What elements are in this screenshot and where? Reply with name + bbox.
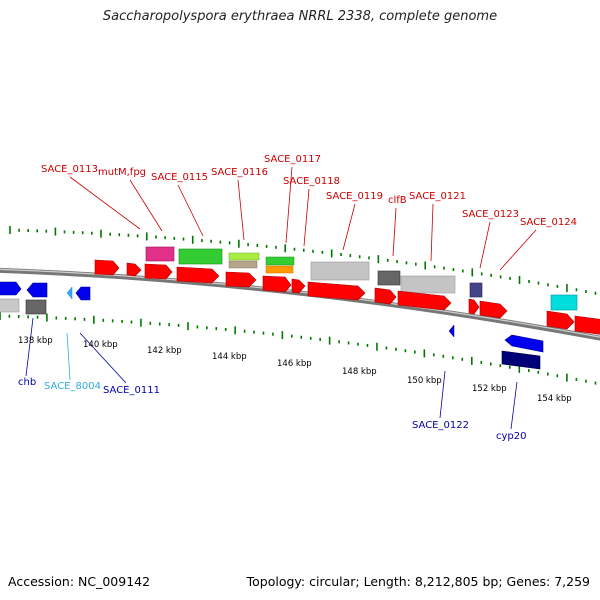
gene-clfb[interactable]	[377, 270, 401, 286]
gene-arrow-9[interactable]	[374, 287, 397, 305]
forward-strand-genes	[145, 246, 578, 311]
gene-sace-0121[interactable]	[400, 275, 456, 294]
gene-label-forward[interactable]: mutM,fpg	[98, 167, 146, 178]
outer-ruler	[9, 226, 597, 295]
gene-label-forward[interactable]: SACE_0113	[41, 164, 98, 175]
gene-label-reverse[interactable]: cyp20	[496, 431, 527, 442]
gene-sace-0117a[interactable]	[265, 256, 295, 266]
tick-label: 154 kbp	[537, 394, 572, 404]
tick-label: 146 kbp	[277, 359, 312, 369]
gene-rev-arrow-2[interactable]	[26, 282, 48, 298]
tick-label: 142 kbp	[147, 346, 182, 356]
callout-line-reverse	[66, 332, 71, 381]
callout-line-forward	[342, 203, 356, 251]
gene-arrow-11[interactable]	[468, 298, 480, 315]
gene-label-forward[interactable]: SACE_0117	[264, 154, 321, 165]
gene-arrow-13[interactable]	[546, 310, 575, 330]
gene-label-forward[interactable]: SACE_0121	[409, 191, 466, 202]
gene-arrow-1[interactable]	[94, 259, 120, 276]
gene-rev-box-1[interactable]	[0, 298, 20, 313]
gene-sace-0123[interactable]	[469, 282, 483, 298]
reverse-strand-genes	[0, 281, 544, 370]
gene-sace-0122b-arrow[interactable]	[504, 334, 544, 353]
callout-line-forward	[499, 229, 537, 271]
gene-sace-0125[interactable]	[550, 294, 578, 311]
gene-sace-0116a[interactable]	[228, 252, 260, 261]
gene-label-forward[interactable]: SACE_0115	[151, 172, 208, 183]
tick-label: 148 kbp	[342, 367, 377, 377]
gene-chb-arrow[interactable]	[0, 281, 22, 296]
gene-label-forward[interactable]: clfB	[388, 195, 407, 206]
callout-line-forward	[129, 179, 163, 232]
reverse-gene-labels: chb SACE_8004 SACE_0111 SACE_0122 cyp20	[18, 377, 527, 442]
tick-label: 150 kbp	[407, 376, 442, 386]
tick-label: 144 kbp	[212, 352, 247, 362]
gene-label-reverse[interactable]: SACE_8004	[44, 381, 101, 392]
gene-label-forward[interactable]: SACE_0124	[520, 217, 577, 228]
gene-arrow-7[interactable]	[291, 278, 306, 294]
genome-backbone	[0, 267, 600, 341]
inner-ruler	[0, 312, 597, 385]
callout-lines	[25, 166, 537, 430]
gene-arrow-5[interactable]	[225, 271, 257, 288]
tick-label: 140 kbp	[83, 340, 118, 350]
gene-cyp20-box[interactable]	[501, 350, 541, 370]
gene-sace-0119[interactable]	[310, 261, 370, 281]
gene-arrow-4[interactable]	[176, 266, 220, 284]
callout-line-reverse	[79, 332, 127, 384]
gene-sace-0122-arrow[interactable]	[448, 324, 455, 338]
forward-gene-labels: SACE_0113 mutM,fpg SACE_0115 SACE_0116 SACE_…	[41, 154, 577, 228]
gene-label-forward[interactable]: SACE_0123	[462, 209, 519, 220]
gene-label-reverse[interactable]: chb	[18, 377, 36, 388]
tick-labels: 138 kbp 140 kbp 142 kbp 144 kbp 146 kbp 148 k…	[18, 336, 572, 404]
callout-line-forward	[177, 184, 204, 237]
tick-label: 152 kbp	[472, 384, 507, 394]
gene-sace-0117b[interactable]	[265, 265, 294, 274]
gene-sace-0115[interactable]	[178, 248, 223, 265]
gene-sace-0114[interactable]	[145, 246, 175, 262]
gene-arrow-3[interactable]	[144, 263, 173, 280]
gene-sace-8004-arrow[interactable]	[66, 286, 73, 300]
callout-line-forward	[392, 207, 397, 257]
gene-label-forward[interactable]: SACE_0118	[283, 176, 340, 187]
callout-line-forward	[69, 176, 141, 230]
callout-line-reverse	[439, 370, 446, 419]
topology-label: Topology: circular; Length: 8,212,805 bp…	[246, 574, 590, 589]
gene-arrow-2[interactable]	[126, 262, 142, 277]
callout-line-forward	[303, 188, 310, 247]
gene-arrow-10[interactable]	[397, 290, 452, 311]
tick-label: 138 kbp	[18, 336, 53, 346]
callout-line-reverse	[510, 381, 518, 430]
callout-line-reverse	[25, 317, 34, 377]
callout-line-forward	[285, 166, 293, 244]
gene-arrow-12[interactable]	[479, 300, 508, 319]
gene-rev-box-2[interactable]	[25, 299, 47, 315]
gene-arrow-6[interactable]	[262, 275, 292, 293]
gene-label-forward[interactable]: SACE_0116	[211, 167, 268, 178]
map-title: Saccharopolyspora erythraea NRRL 2338, c…	[102, 9, 498, 24]
gene-sace-0111-arrow[interactable]	[75, 286, 91, 301]
callout-line-forward	[430, 203, 434, 262]
forward-strand-arrows	[94, 259, 600, 335]
gene-sace-0116b[interactable]	[228, 260, 258, 269]
gene-label-reverse[interactable]: SACE_0122	[412, 420, 469, 431]
gene-label-forward[interactable]: SACE_0119	[326, 191, 383, 202]
gene-arrow-14[interactable]	[574, 315, 600, 335]
callout-line-forward	[237, 179, 245, 241]
accession-label: Accession: NC_009142	[8, 574, 151, 589]
gene-label-reverse[interactable]: SACE_0111	[103, 385, 160, 396]
callout-line-forward	[479, 221, 491, 269]
gene-arrow-8[interactable]	[307, 281, 366, 301]
